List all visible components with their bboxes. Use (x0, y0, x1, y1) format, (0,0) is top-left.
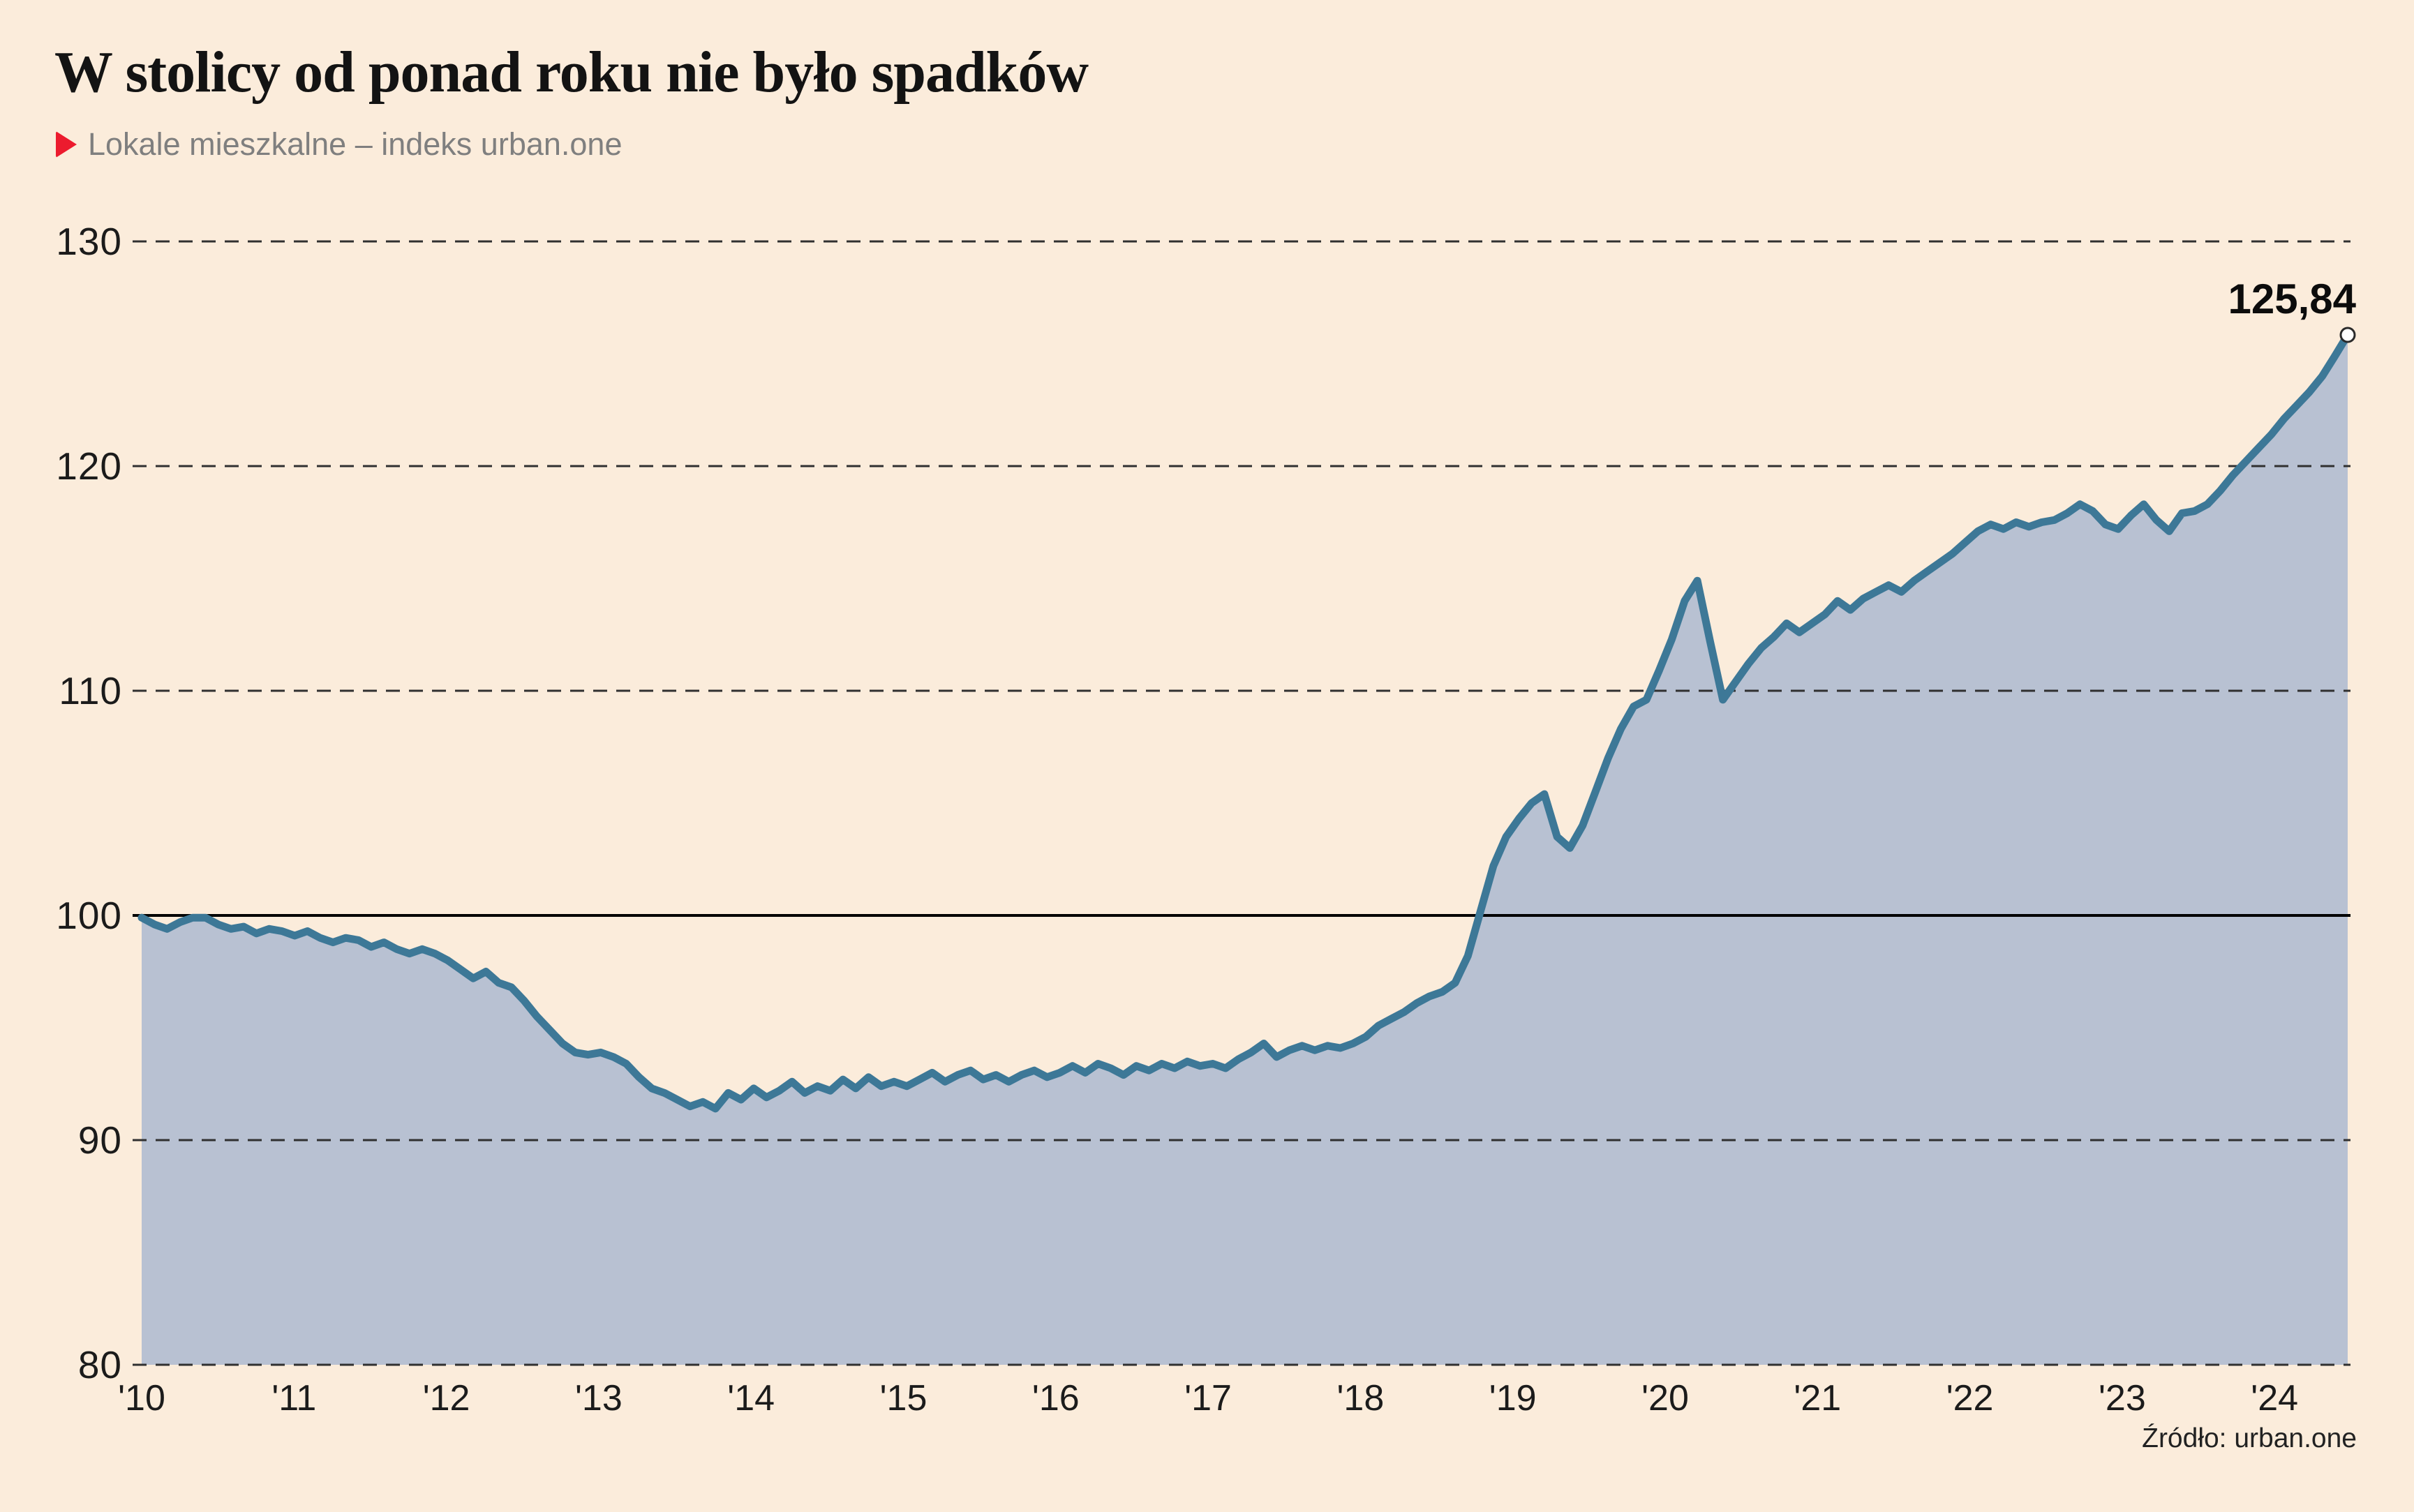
chart-subtitle: Lokale mieszkalne – indeks urban.one (88, 126, 623, 162)
x-axis-label-14: '14 (727, 1378, 775, 1419)
y-axis-label-90: 90 (77, 1118, 122, 1162)
chart-legend-row: Lokale mieszkalne – indeks urban.one (56, 126, 623, 162)
x-axis-label-10: '10 (118, 1378, 165, 1419)
page-title: W stolicy od ponad roku nie było spadków (54, 40, 1089, 105)
x-axis-label-12: '12 (422, 1378, 470, 1419)
x-axis-label-13: '13 (575, 1378, 623, 1419)
y-axis-label-130: 130 (56, 220, 122, 263)
bullet-triangle-icon (56, 131, 77, 158)
y-axis-label-120: 120 (56, 444, 122, 488)
x-axis-label-17: '17 (1184, 1378, 1232, 1419)
index-area (142, 335, 2348, 1365)
source-note: Źródło: urban.one (2142, 1423, 2357, 1453)
x-axis-label-19: '19 (1489, 1378, 1537, 1419)
y-axis-label-80: 80 (77, 1343, 122, 1386)
index-line (137, 331, 2352, 1113)
x-axis-label-11: '11 (271, 1378, 317, 1419)
x-axis-label-22: '22 (1946, 1378, 1994, 1419)
x-axis-label-16: '16 (1031, 1378, 1080, 1419)
latest-value-label: 125,84 (2228, 276, 2356, 322)
x-axis-label-21: '21 (1794, 1378, 1842, 1419)
x-axis-label-20: '20 (1641, 1378, 1689, 1419)
latest-value-dot (2339, 327, 2356, 343)
x-axis-label-23: '23 (2099, 1378, 2146, 1419)
x-axis-label-24: '24 (2251, 1378, 2299, 1419)
x-axis-label-15: '15 (879, 1378, 927, 1419)
x-axis-label-18: '18 (1336, 1378, 1385, 1419)
y-axis-label-110: 110 (59, 669, 122, 712)
y-axis-label-100: 100 (56, 894, 122, 937)
